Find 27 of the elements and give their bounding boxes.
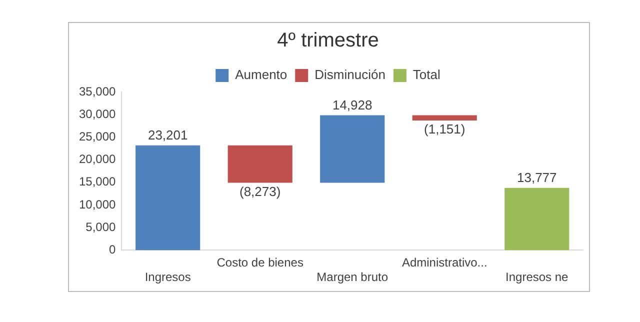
bar: [504, 188, 570, 250]
legend-label: Disminución: [314, 67, 386, 82]
data-label: 23,201: [148, 127, 188, 142]
bar: [320, 115, 385, 183]
bar: [228, 145, 292, 183]
x-tick-label: Costo de bienes: [216, 256, 304, 270]
data-label: 13,777: [516, 170, 557, 186]
y-tick-label: 15,000: [79, 174, 116, 189]
bar: [136, 145, 200, 250]
bar: [412, 115, 477, 120]
data-label: 14,928: [332, 97, 372, 112]
y-tick-label: 20,000: [79, 152, 116, 166]
x-tick-label: Administrativo...: [402, 256, 488, 270]
x-tick-label: Ingresos ne: [506, 270, 569, 284]
y-tick-label: 10,000: [79, 197, 116, 212]
y-tick-label: 5,000: [86, 220, 116, 234]
y-tick-label: 0: [109, 242, 116, 257]
y-tick-label: 25,000: [79, 130, 116, 144]
legend-label: Total: [412, 67, 441, 82]
data-label: (8,273): [239, 184, 281, 199]
chart-title: 4º trimestre: [277, 30, 379, 52]
y-tick-label: 35,000: [79, 84, 116, 98]
y-tick-label: 30,000: [79, 106, 116, 121]
data-label: (1,151): [424, 122, 466, 137]
legend-label: Aumento: [235, 67, 288, 82]
x-tick-label: Ingresos: [144, 270, 191, 284]
x-tick-label: Margen bruto: [316, 270, 388, 284]
